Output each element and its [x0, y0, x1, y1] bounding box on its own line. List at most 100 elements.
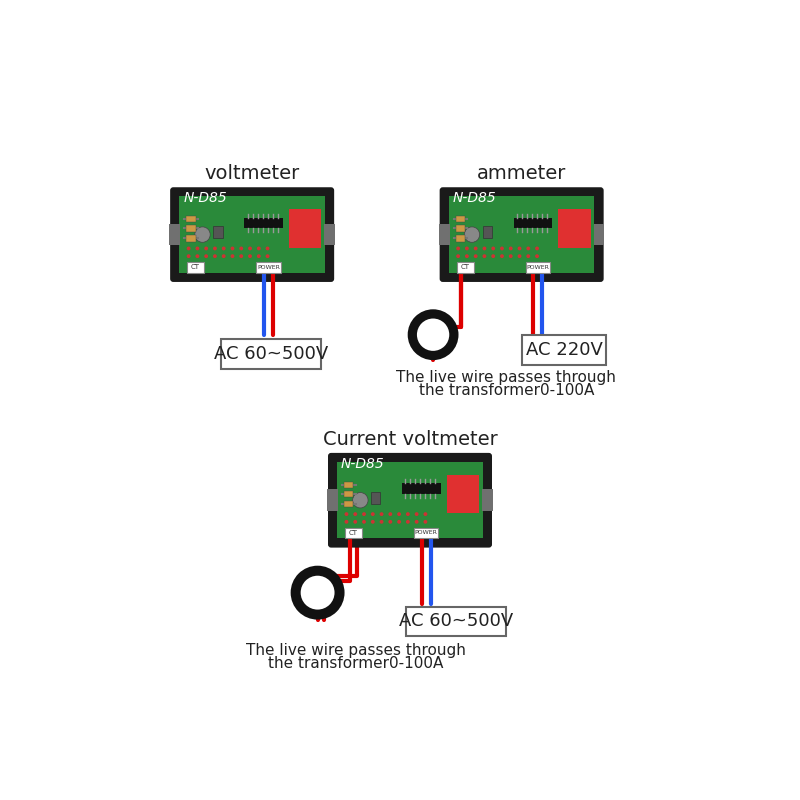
Text: voltmeter: voltmeter — [205, 164, 300, 183]
Circle shape — [371, 512, 374, 516]
Bar — [449, 197, 594, 273]
Circle shape — [464, 227, 480, 242]
Circle shape — [423, 512, 427, 516]
Bar — [402, 483, 441, 494]
Bar — [170, 224, 180, 246]
Circle shape — [195, 246, 199, 250]
FancyBboxPatch shape — [170, 187, 334, 282]
Circle shape — [362, 512, 366, 516]
Circle shape — [239, 254, 243, 258]
Bar — [456, 216, 465, 222]
Circle shape — [456, 254, 460, 258]
Bar — [526, 262, 550, 273]
Circle shape — [397, 520, 401, 524]
Bar — [338, 462, 482, 538]
Text: The live wire passes through: The live wire passes through — [246, 643, 466, 658]
Circle shape — [380, 512, 383, 516]
Bar — [222, 339, 322, 369]
Bar — [371, 492, 380, 504]
Text: AC 60~500V: AC 60~500V — [399, 612, 514, 630]
Circle shape — [204, 246, 208, 250]
Circle shape — [290, 566, 345, 619]
Circle shape — [535, 254, 539, 258]
Circle shape — [414, 512, 418, 516]
Bar — [186, 216, 195, 222]
Circle shape — [266, 246, 270, 250]
Bar — [344, 501, 354, 507]
Bar — [414, 527, 438, 538]
Circle shape — [388, 512, 392, 516]
Bar — [289, 209, 321, 248]
Circle shape — [456, 246, 460, 250]
Text: POWER: POWER — [414, 530, 438, 535]
Bar — [256, 262, 281, 273]
Circle shape — [195, 254, 199, 258]
Circle shape — [408, 310, 458, 360]
Circle shape — [465, 254, 469, 258]
Bar — [345, 527, 362, 538]
Circle shape — [354, 520, 357, 524]
Text: CT: CT — [461, 264, 470, 270]
Circle shape — [222, 246, 226, 250]
Bar — [214, 226, 222, 238]
Text: the transformer0-100A: the transformer0-100A — [418, 382, 594, 398]
Text: AC 220V: AC 220V — [526, 341, 602, 359]
Bar — [186, 226, 195, 231]
Circle shape — [500, 254, 504, 258]
Bar — [482, 226, 492, 238]
Text: ammeter: ammeter — [477, 164, 566, 183]
Circle shape — [257, 246, 261, 250]
FancyBboxPatch shape — [440, 187, 604, 282]
Circle shape — [526, 246, 530, 250]
Bar — [406, 606, 506, 636]
Bar — [482, 490, 493, 511]
Bar — [179, 197, 325, 273]
Bar — [186, 235, 195, 242]
Circle shape — [257, 254, 261, 258]
Circle shape — [406, 520, 410, 524]
Bar — [439, 224, 450, 246]
Circle shape — [194, 227, 210, 242]
Bar — [327, 490, 338, 511]
Circle shape — [222, 254, 226, 258]
Circle shape — [482, 254, 486, 258]
Circle shape — [248, 246, 252, 250]
Circle shape — [518, 246, 522, 250]
Circle shape — [186, 246, 190, 250]
Circle shape — [186, 254, 190, 258]
Bar — [446, 475, 479, 514]
Circle shape — [423, 520, 427, 524]
Circle shape — [414, 520, 418, 524]
Circle shape — [500, 246, 504, 250]
Circle shape — [301, 576, 334, 610]
FancyBboxPatch shape — [328, 453, 492, 548]
Circle shape — [345, 520, 349, 524]
Text: Current voltmeter: Current voltmeter — [322, 430, 498, 449]
Text: AC 60~500V: AC 60~500V — [214, 345, 329, 363]
Circle shape — [230, 254, 234, 258]
Circle shape — [535, 246, 539, 250]
Circle shape — [204, 254, 208, 258]
Circle shape — [354, 512, 357, 516]
Circle shape — [526, 254, 530, 258]
Bar — [456, 226, 465, 231]
Bar — [456, 235, 465, 242]
Circle shape — [248, 254, 252, 258]
Circle shape — [230, 246, 234, 250]
Bar — [187, 262, 204, 273]
Text: N-D85: N-D85 — [341, 457, 385, 470]
Circle shape — [388, 520, 392, 524]
Circle shape — [509, 254, 513, 258]
Circle shape — [397, 512, 401, 516]
Bar — [514, 218, 553, 229]
Circle shape — [239, 246, 243, 250]
Text: N-D85: N-D85 — [453, 191, 497, 205]
Text: POWER: POWER — [257, 265, 280, 270]
Circle shape — [345, 512, 349, 516]
Circle shape — [213, 254, 217, 258]
Text: CT: CT — [349, 530, 358, 536]
Circle shape — [509, 246, 513, 250]
Text: the transformer0-100A: the transformer0-100A — [269, 656, 444, 671]
Text: POWER: POWER — [526, 265, 550, 270]
Circle shape — [474, 246, 478, 250]
